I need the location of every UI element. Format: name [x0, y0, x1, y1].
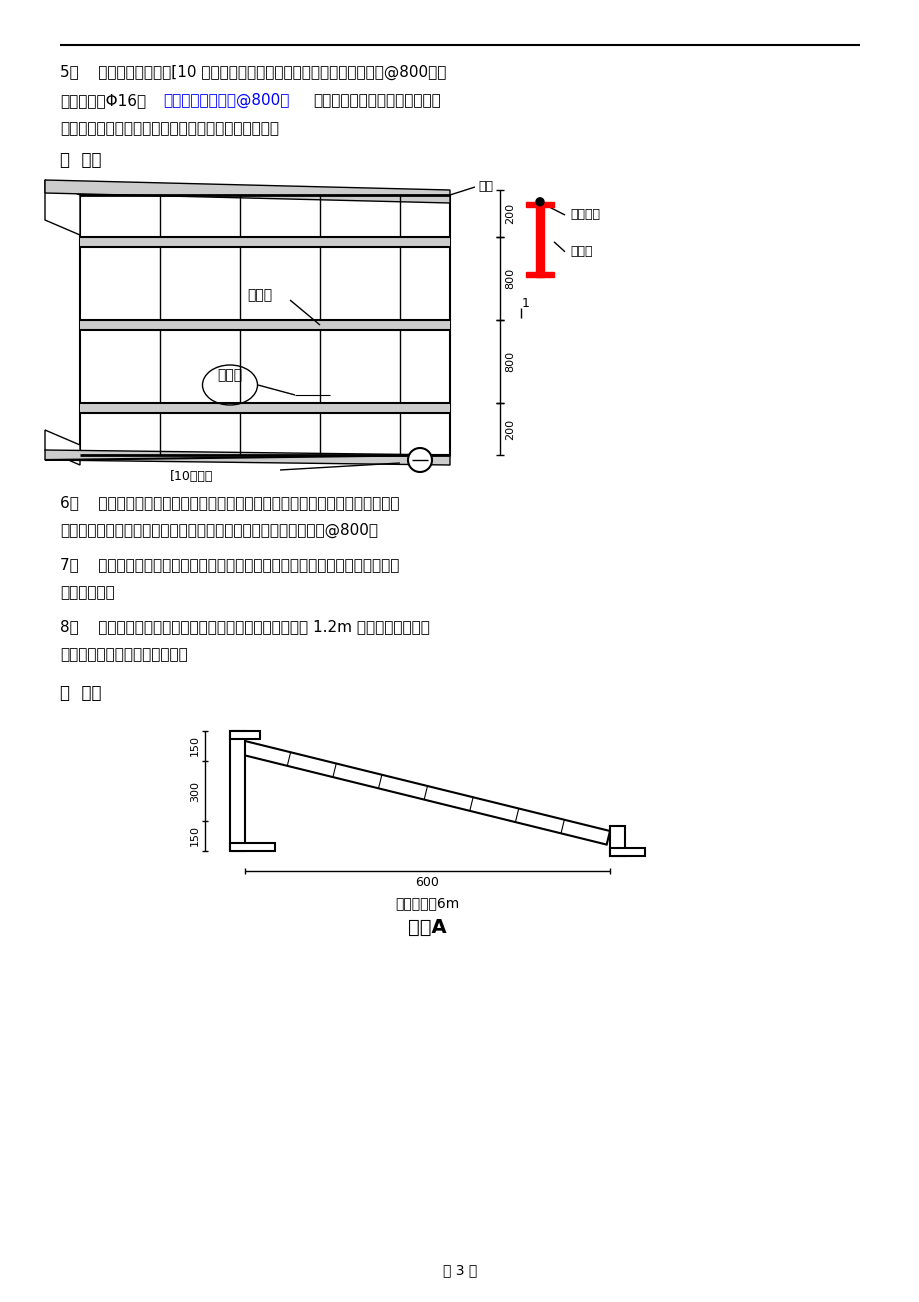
Circle shape: [407, 448, 432, 473]
Text: [10小龙骨: [10小龙骨: [170, 470, 213, 483]
Bar: [536, 207, 543, 277]
Text: 图  五：: 图 五：: [60, 684, 101, 702]
Text: 螺栓与空箱底板钢筋焊接，待模: 螺栓与空箱底板钢筋焊接，待模: [312, 92, 440, 108]
Bar: [609, 848, 644, 855]
Text: 800: 800: [505, 268, 515, 289]
Text: 主龙骨: 主龙骨: [247, 288, 272, 302]
Text: 模板: 模板: [478, 181, 493, 194]
Text: 骨挤紧即可。: 骨挤紧即可。: [60, 585, 115, 600]
Bar: [230, 842, 275, 852]
Text: 第 3 页: 第 3 页: [442, 1263, 477, 1277]
Text: 单块长度为6m: 单块长度为6m: [395, 896, 460, 910]
Bar: [80, 195, 449, 454]
Polygon shape: [242, 741, 609, 845]
Bar: [80, 404, 449, 413]
Text: 主龙骨: 主龙骨: [570, 245, 592, 258]
Circle shape: [536, 198, 543, 206]
Bar: [230, 730, 260, 740]
Text: 1: 1: [521, 297, 529, 310]
Polygon shape: [45, 430, 80, 465]
Text: 图  三：: 图 三：: [60, 151, 101, 169]
Text: 模次龙骨纵向布置间距如异型模加固图所示，主龙骨竖向布置间距@800。: 模次龙骨纵向布置间距如异型模加固图所示，主龙骨竖向布置间距@800。: [60, 523, 378, 538]
Bar: [80, 320, 449, 329]
Text: 6、    坞室外侧定型大模吊装到位后，对两侧外模加固并用钢管进行锁口。异型侧: 6、 坞室外侧定型大模吊装到位后，对两侧外模加固并用钢管进行锁口。异型侧: [60, 495, 399, 510]
Text: 5、    模板主龙骨采用双[10 槽钢对接而成，内侧模主龙骨沿纵向布置间距@800。对: 5、 模板主龙骨采用双[10 槽钢对接而成，内侧模主龙骨沿纵向布置间距@800。…: [60, 65, 446, 81]
Polygon shape: [45, 180, 449, 203]
Text: 800: 800: [505, 352, 515, 372]
Text: 拉螺栓采用Φ16，: 拉螺栓采用Φ16，: [60, 92, 146, 108]
Text: 8、    钢管与主龙骨使用十字扣件连接。中间立杆使用两根 1.2m 钢管用三个十字扣: 8、 钢管与主龙骨使用十字扣件连接。中间立杆使用两根 1.2m 钢管用三个十字扣: [60, 618, 429, 634]
Text: 600: 600: [415, 876, 439, 889]
Polygon shape: [45, 450, 449, 465]
Bar: [80, 237, 449, 247]
Text: 对拉螺栓: 对拉螺栓: [570, 208, 599, 221]
Text: 150: 150: [190, 736, 199, 756]
Text: 件连接（见异形模板加固图）。: 件连接（见异形模板加固图）。: [60, 647, 187, 661]
Text: 7、    钢管与次龙骨无需硬性连接，钢管套在次龙骨焊接的钢筋头上，钢管与次龙: 7、 钢管与次龙骨无需硬性连接，钢管套在次龙骨焊接的钢筋头上，钢管与次龙: [60, 557, 399, 572]
Polygon shape: [45, 180, 80, 234]
Text: 主龙骨: 主龙骨: [217, 368, 243, 381]
Text: 板校正后，支撑的加固螺栓拧紧。具体见（如图三）。: 板校正后，支撑的加固螺栓拧紧。具体见（如图三）。: [60, 121, 278, 135]
Bar: [526, 202, 553, 207]
Text: 异形A: 异形A: [408, 918, 447, 937]
Text: 横、竖向间距均为@800，: 横、竖向间距均为@800，: [164, 92, 289, 108]
Text: 200: 200: [505, 418, 515, 440]
Text: 200: 200: [505, 203, 515, 224]
Bar: [609, 825, 624, 855]
Text: 150: 150: [190, 825, 199, 846]
Text: 300: 300: [190, 780, 199, 802]
Bar: [230, 730, 244, 852]
Bar: [526, 272, 553, 277]
